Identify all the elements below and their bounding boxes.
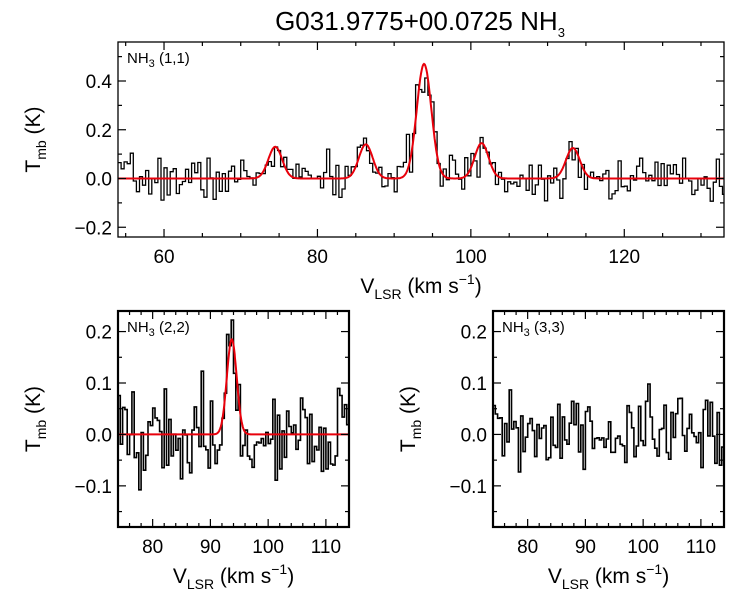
y-tick-label-bl: −0.1 — [74, 477, 112, 498]
y-tick-label-top: 0.2 — [86, 121, 112, 142]
x-tick-label-top: 80 — [307, 247, 328, 268]
y-axis-label-top: Tmb (K) — [22, 106, 49, 172]
x-tick-label-bl: 100 — [252, 537, 284, 558]
x-tick-label-br: 80 — [517, 537, 538, 558]
y-tick-label-br: 0.0 — [461, 425, 487, 446]
x-tick-label-bl: 110 — [311, 537, 341, 558]
panel-label-bl: NH3 (2,2) — [127, 319, 190, 339]
x-axis-label-bl: VLSR (km s−1) — [173, 561, 294, 592]
spectrum-trace-top — [118, 77, 724, 202]
y-axis-label-bl: Tmb (K) — [22, 386, 49, 452]
y-tick-label-bl: 0.2 — [86, 323, 112, 344]
y-tick-label-bl: 0.0 — [86, 425, 112, 446]
x-tick-label-top: 100 — [455, 247, 487, 268]
y-axis-label-br: Tmb (K) — [397, 386, 424, 452]
figure-title-main: G031.9775+00.0725 NH — [275, 6, 558, 36]
x-tick-label-top: 60 — [153, 247, 174, 268]
figure-title-sub: 3 — [558, 25, 565, 40]
x-tick-label-br: 90 — [575, 537, 596, 558]
x-axis-label-top: VLSR (km s−1) — [360, 271, 481, 302]
panel-label-br: NH3 (3,3) — [502, 319, 565, 339]
y-tick-label-top: −0.2 — [74, 218, 112, 239]
fit-curve-bl — [118, 338, 349, 436]
axes-frame-top — [117, 41, 725, 238]
figure-title: G031.9775+00.0725 NH3 — [275, 6, 565, 40]
y-tick-label-top: 0.4 — [86, 72, 113, 93]
x-tick-label-bl: 80 — [142, 537, 163, 558]
x-tick-label-br: 110 — [686, 537, 716, 558]
spectrum-trace-br — [493, 383, 724, 473]
spectrum-trace-bl — [118, 319, 349, 491]
y-tick-label-br: 0.1 — [461, 374, 487, 395]
fit-curve-top — [118, 62, 724, 180]
y-tick-label-bl: 0.1 — [86, 374, 112, 395]
x-tick-label-br: 100 — [627, 537, 659, 558]
panel-nh3-22: 80 90 100 110 −0.1 0.0 0.1 0.2 VLSR (km s−1) Tmb … — [22, 309, 351, 592]
x-axis-label-br: VLSR (km s−1) — [548, 561, 669, 592]
panel-nh3-33: 80 90 100 110 −0.1 0.0 0.1 0.2 VLSR (km s−1) Tmb … — [397, 309, 726, 592]
y-tick-label-top: 0.0 — [86, 170, 112, 191]
panel-nh3-11: 60 80 100 120 −0.2 0.0 0.2 0.4 VLSR (km s−1) Tmb … — [22, 41, 725, 302]
x-tick-label-top: 120 — [608, 247, 640, 268]
x-tick-label-bl: 90 — [200, 537, 221, 558]
y-tick-label-br: 0.2 — [461, 323, 487, 344]
panel-label-top: NH3 (1,1) — [127, 50, 190, 70]
y-tick-label-br: −0.1 — [449, 477, 487, 498]
